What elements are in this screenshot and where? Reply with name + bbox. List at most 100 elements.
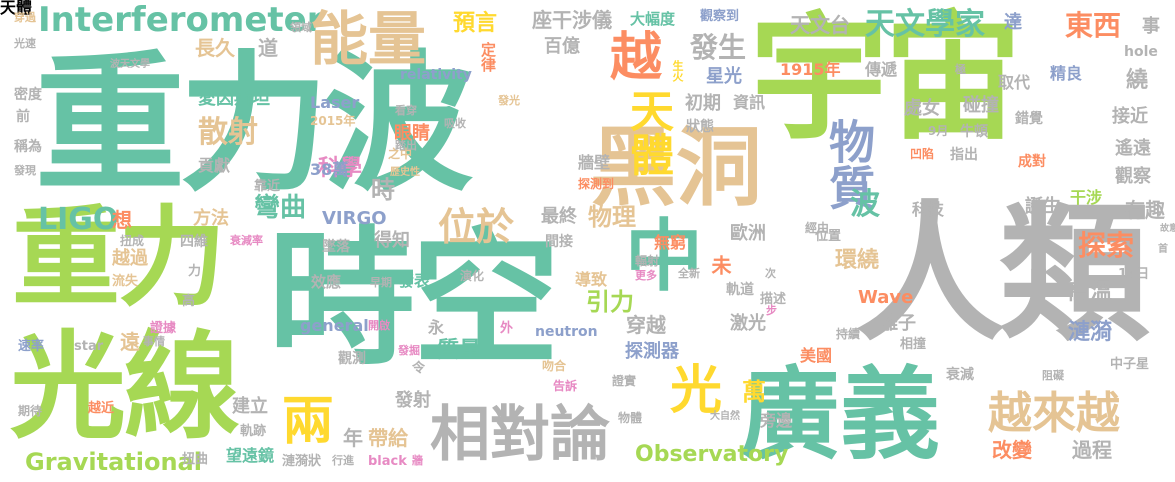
word: 想: [112, 208, 132, 232]
word: 處女: [904, 98, 940, 119]
word: 資訊: [733, 93, 766, 112]
word: 越過: [112, 248, 148, 269]
word: 1915年: [780, 60, 841, 79]
word: 座干涉儀: [532, 8, 612, 32]
word: 全新: [678, 267, 700, 280]
word: 探測到: [578, 177, 615, 191]
word: 天體: [622, 88, 673, 176]
word: 漣漪狀: [282, 454, 322, 469]
word: 精良: [1050, 64, 1083, 83]
word: 人類: [855, 188, 1149, 362]
word: 發射: [395, 390, 431, 411]
word: 歐洲: [730, 223, 766, 244]
word: 發現: [14, 164, 36, 177]
word: 未: [708, 255, 732, 275]
word: 離子: [880, 313, 916, 334]
word: 物質: [822, 118, 876, 210]
word: 誕生: [1025, 196, 1061, 217]
word: 改變: [992, 438, 1032, 462]
word: 流失: [112, 274, 139, 289]
word: 質量: [437, 338, 482, 363]
word: 持續: [836, 327, 861, 341]
word: 衰減: [946, 367, 974, 383]
word: 光: [670, 361, 723, 421]
word: 效應: [311, 273, 342, 291]
word: 波天文學: [110, 59, 150, 70]
word: Interferometer: [38, 0, 324, 40]
word: 事情: [143, 335, 165, 348]
word: 天體: [0, 0, 33, 17]
word: 時: [371, 176, 395, 204]
word: 取代: [998, 73, 1031, 92]
word: 早期: [370, 276, 392, 289]
word: 科學: [318, 156, 363, 181]
word: 前: [16, 109, 30, 125]
word: 永: [428, 318, 445, 337]
word: 干涉: [1070, 188, 1103, 207]
word: 無窮: [654, 233, 687, 252]
word: 時空: [268, 213, 560, 385]
word: 長久: [195, 36, 235, 60]
word: 故意: [1160, 224, 1175, 234]
word: 大幅度: [630, 10, 676, 28]
word: 首: [1158, 244, 1168, 255]
word: 探測器: [625, 341, 679, 362]
word: Laser: [310, 93, 360, 112]
word: black: [368, 454, 407, 469]
word: 越近: [88, 401, 115, 416]
word: hole: [1124, 44, 1158, 60]
word: 廣義: [740, 356, 940, 473]
word: 觀察到: [700, 9, 740, 24]
word: 證實: [612, 374, 637, 388]
word: 有趣: [1125, 198, 1165, 222]
word: 牆: [412, 454, 423, 467]
word: 散射: [198, 115, 258, 150]
word: 事: [1142, 16, 1160, 37]
word: 牛頓: [960, 124, 988, 140]
word: 高溫: [1068, 280, 1113, 305]
word: 狀態: [686, 119, 714, 135]
word: 貢獻: [198, 156, 231, 175]
word: 傳遞: [865, 60, 898, 79]
word: 觀測: [338, 351, 366, 367]
word: 大自然: [710, 411, 740, 422]
word: 繞: [1126, 68, 1149, 93]
word: 年: [343, 426, 363, 450]
word: 宇宙: [750, 0, 1022, 159]
word: 建立: [232, 396, 268, 417]
word: 穿越: [626, 313, 666, 337]
word: 達: [1001, 12, 1022, 30]
word: 觀察: [1115, 166, 1151, 187]
word: 天文學家: [865, 7, 985, 42]
word: 方法: [193, 208, 229, 229]
word: 能量: [310, 5, 427, 73]
word: 光線: [10, 320, 240, 455]
word: 證據: [150, 321, 177, 336]
word: 領域: [290, 21, 312, 34]
word: 38萬: [310, 160, 349, 179]
word: 2015年: [310, 114, 356, 128]
word: 彎曲: [254, 193, 307, 223]
word: 經由: [805, 221, 830, 235]
word: 相撞: [900, 337, 927, 352]
word: 衰減率: [230, 234, 263, 247]
word: 黑洞: [590, 118, 762, 218]
word: 初期: [685, 93, 721, 114]
word: 發表: [398, 271, 431, 290]
word: Observatory: [635, 442, 789, 467]
word: 遙遠: [1115, 138, 1151, 159]
word: 穿過: [14, 11, 36, 24]
word: 凹陷: [910, 147, 935, 161]
word: 越: [610, 28, 663, 88]
word: 最終: [541, 206, 577, 227]
word: 天文台: [790, 13, 850, 37]
word: 告訴: [553, 379, 578, 393]
word: 極: [955, 63, 966, 76]
word: 四維: [180, 234, 208, 250]
word: 遠: [120, 330, 140, 354]
word: 位置: [815, 229, 842, 244]
word: 描述: [760, 292, 787, 307]
word: 相對論: [430, 400, 610, 470]
word: 發光: [498, 94, 520, 107]
